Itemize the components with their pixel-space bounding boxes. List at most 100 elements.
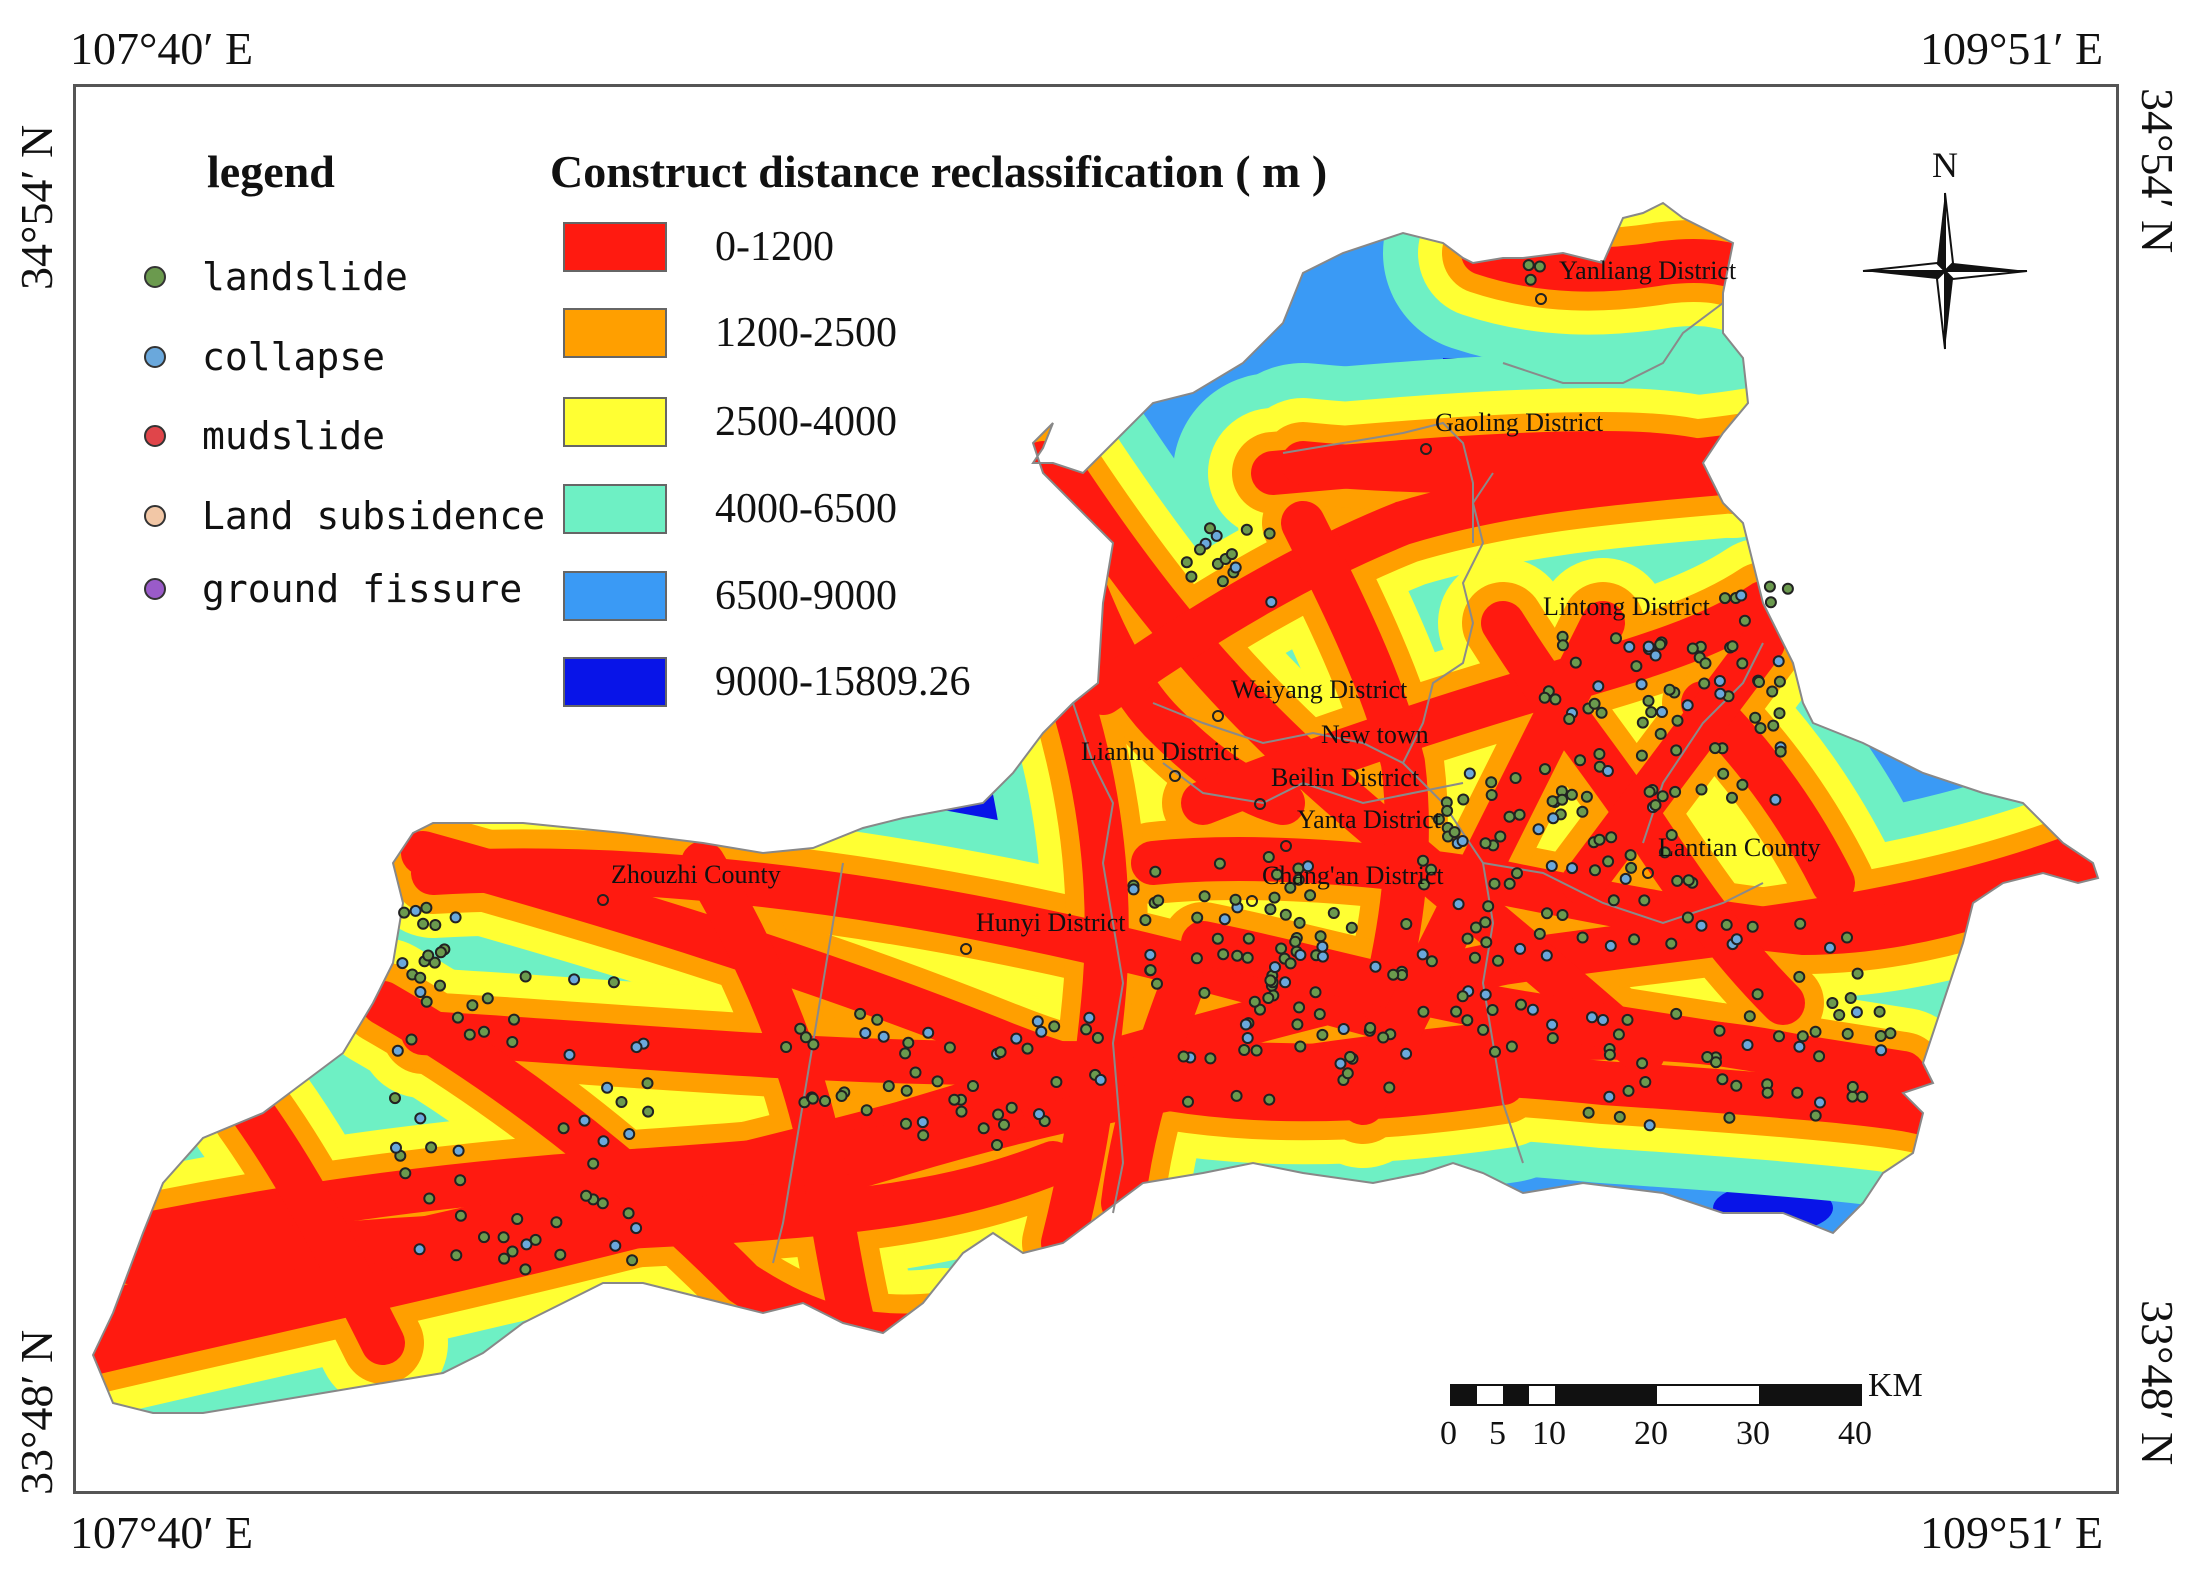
hazard-point-433	[409, 904, 422, 917]
hazard-point-309	[609, 1239, 622, 1252]
hazard-point-101	[1485, 776, 1498, 789]
hazard-point-431	[422, 949, 435, 962]
hazard-point-119	[1485, 789, 1498, 801]
coord-bottom-right: 109°51′ E	[1920, 1507, 2104, 1558]
hazard-point-255	[478, 1025, 490, 1038]
hazard-point-329	[859, 1027, 872, 1040]
hazard-point-290	[414, 971, 427, 984]
hazard-point-443	[1719, 592, 1731, 605]
hazard-point-446	[1726, 640, 1739, 653]
hazard-point-6	[1671, 714, 1684, 727]
hazard-point-340	[1730, 933, 1743, 946]
hazard-point-249	[1094, 1073, 1107, 1086]
hazard-point-421	[420, 995, 433, 1008]
hazard-point-244	[943, 1041, 956, 1054]
hazard-point-385	[1377, 1031, 1390, 1044]
hazard-point-214	[1231, 949, 1244, 962]
hazard-point-320	[854, 1007, 867, 1020]
hazard-point-37	[1736, 657, 1749, 670]
hazard-point-54	[1565, 788, 1578, 801]
hazard-point-276	[506, 1245, 519, 1258]
scale-tick-20: 20	[1634, 1415, 1668, 1452]
hazard-point-192	[1198, 986, 1211, 999]
hazard-point-185	[1217, 948, 1230, 961]
hazard-point-149	[1316, 940, 1329, 953]
class-label: 2500-4000	[715, 399, 897, 445]
hazard-point-296	[425, 1141, 438, 1154]
road-buffer-3-8	[1041, 451, 1665, 1075]
hazard-point-169	[1337, 1023, 1350, 1035]
class-swatch	[563, 657, 667, 707]
hazard-point-415	[1210, 529, 1223, 542]
hazard-point-295	[580, 1189, 593, 1202]
road-buffer-3-7	[111, 1141, 1075, 1285]
hazard-point-60	[1642, 640, 1655, 653]
hazard-point-210	[1191, 911, 1204, 924]
legend-title: legend	[207, 146, 335, 197]
hazard-point-342	[1793, 970, 1806, 983]
hazard-point-254	[917, 1129, 930, 1142]
hazard-point-98	[1628, 933, 1641, 946]
hazard-points	[389, 259, 1897, 1276]
legend-item-collapse: collapse	[144, 335, 385, 379]
hazard-point-345	[1846, 1090, 1859, 1103]
road-buffer-3-23	[231, 1091, 405, 1365]
hazard-point-397	[1344, 1050, 1357, 1063]
hazard-point-53	[1754, 722, 1767, 735]
hazard-point-207	[1149, 865, 1162, 878]
hazard-point-164	[1546, 1032, 1559, 1045]
legend-item-land-subsidence: Land subsidence	[144, 494, 545, 538]
hazard-point-448	[1522, 259, 1535, 272]
hazard-point-189	[1269, 961, 1281, 974]
hazard-point-444	[1763, 580, 1776, 593]
hazard-point-70	[1482, 900, 1495, 913]
hazard-point-51	[1610, 632, 1622, 645]
road-buffer-3-22	[681, 841, 875, 1345]
hazard-point-306	[597, 1135, 610, 1148]
hazard-point-211	[1284, 881, 1297, 894]
hazard-point-367	[1796, 1030, 1809, 1043]
hazard-point-154	[1242, 932, 1255, 945]
hazard-point-314	[900, 1084, 913, 1097]
hazard-point-259	[557, 1122, 570, 1135]
class-item-0: 0-1200	[563, 222, 834, 272]
hazard-point-359	[1875, 1044, 1888, 1057]
hazard-point-184	[1505, 1040, 1518, 1053]
hazard-point-135	[1327, 907, 1340, 919]
hazard-point-288	[607, 976, 620, 989]
hazard-point-449	[1524, 273, 1537, 286]
hazard-point-111	[1604, 939, 1617, 952]
hazard-point-134	[1479, 916, 1492, 929]
hazard-point-233	[931, 1075, 944, 1088]
hazard-point-50	[1556, 639, 1569, 652]
label-newtown: New town	[1321, 720, 1429, 749]
collapse-marker-icon	[144, 346, 166, 368]
hazard-point-123	[1457, 793, 1470, 806]
legend-item-landslide: landslide	[144, 255, 408, 299]
hazard-point-383	[1761, 1086, 1774, 1099]
hazard-point-267	[601, 1081, 614, 1094]
hazard-point-263	[454, 1174, 467, 1187]
hazard-point-65	[1774, 745, 1787, 758]
hazard-point-104	[1546, 795, 1559, 808]
legend-label: Land subsidence	[202, 494, 546, 538]
hazard-point-358	[1873, 1005, 1886, 1018]
hazard-point-47	[1714, 687, 1727, 700]
scale-tick-40: 40	[1838, 1415, 1872, 1452]
hazard-point-429	[434, 979, 446, 992]
hazard-point-116	[1593, 833, 1606, 846]
hazard-point-107	[1602, 855, 1615, 868]
hazard-point-271	[391, 1044, 404, 1057]
hazard-point-301	[508, 1013, 520, 1026]
hazard-point-316	[922, 1026, 935, 1039]
hazard-point-188	[1241, 951, 1254, 964]
hazard-point-213	[1139, 914, 1152, 927]
class-label: 9000-15809.26	[715, 659, 971, 705]
north-label: N	[1932, 145, 1958, 185]
legend-label: landslide	[202, 255, 408, 299]
hazard-point-218	[1144, 964, 1157, 977]
hazard-point-95	[1625, 861, 1638, 874]
hazard-point-191	[1262, 992, 1275, 1004]
hazard-point-351	[1851, 967, 1864, 980]
hazard-point-321	[909, 1066, 922, 1079]
